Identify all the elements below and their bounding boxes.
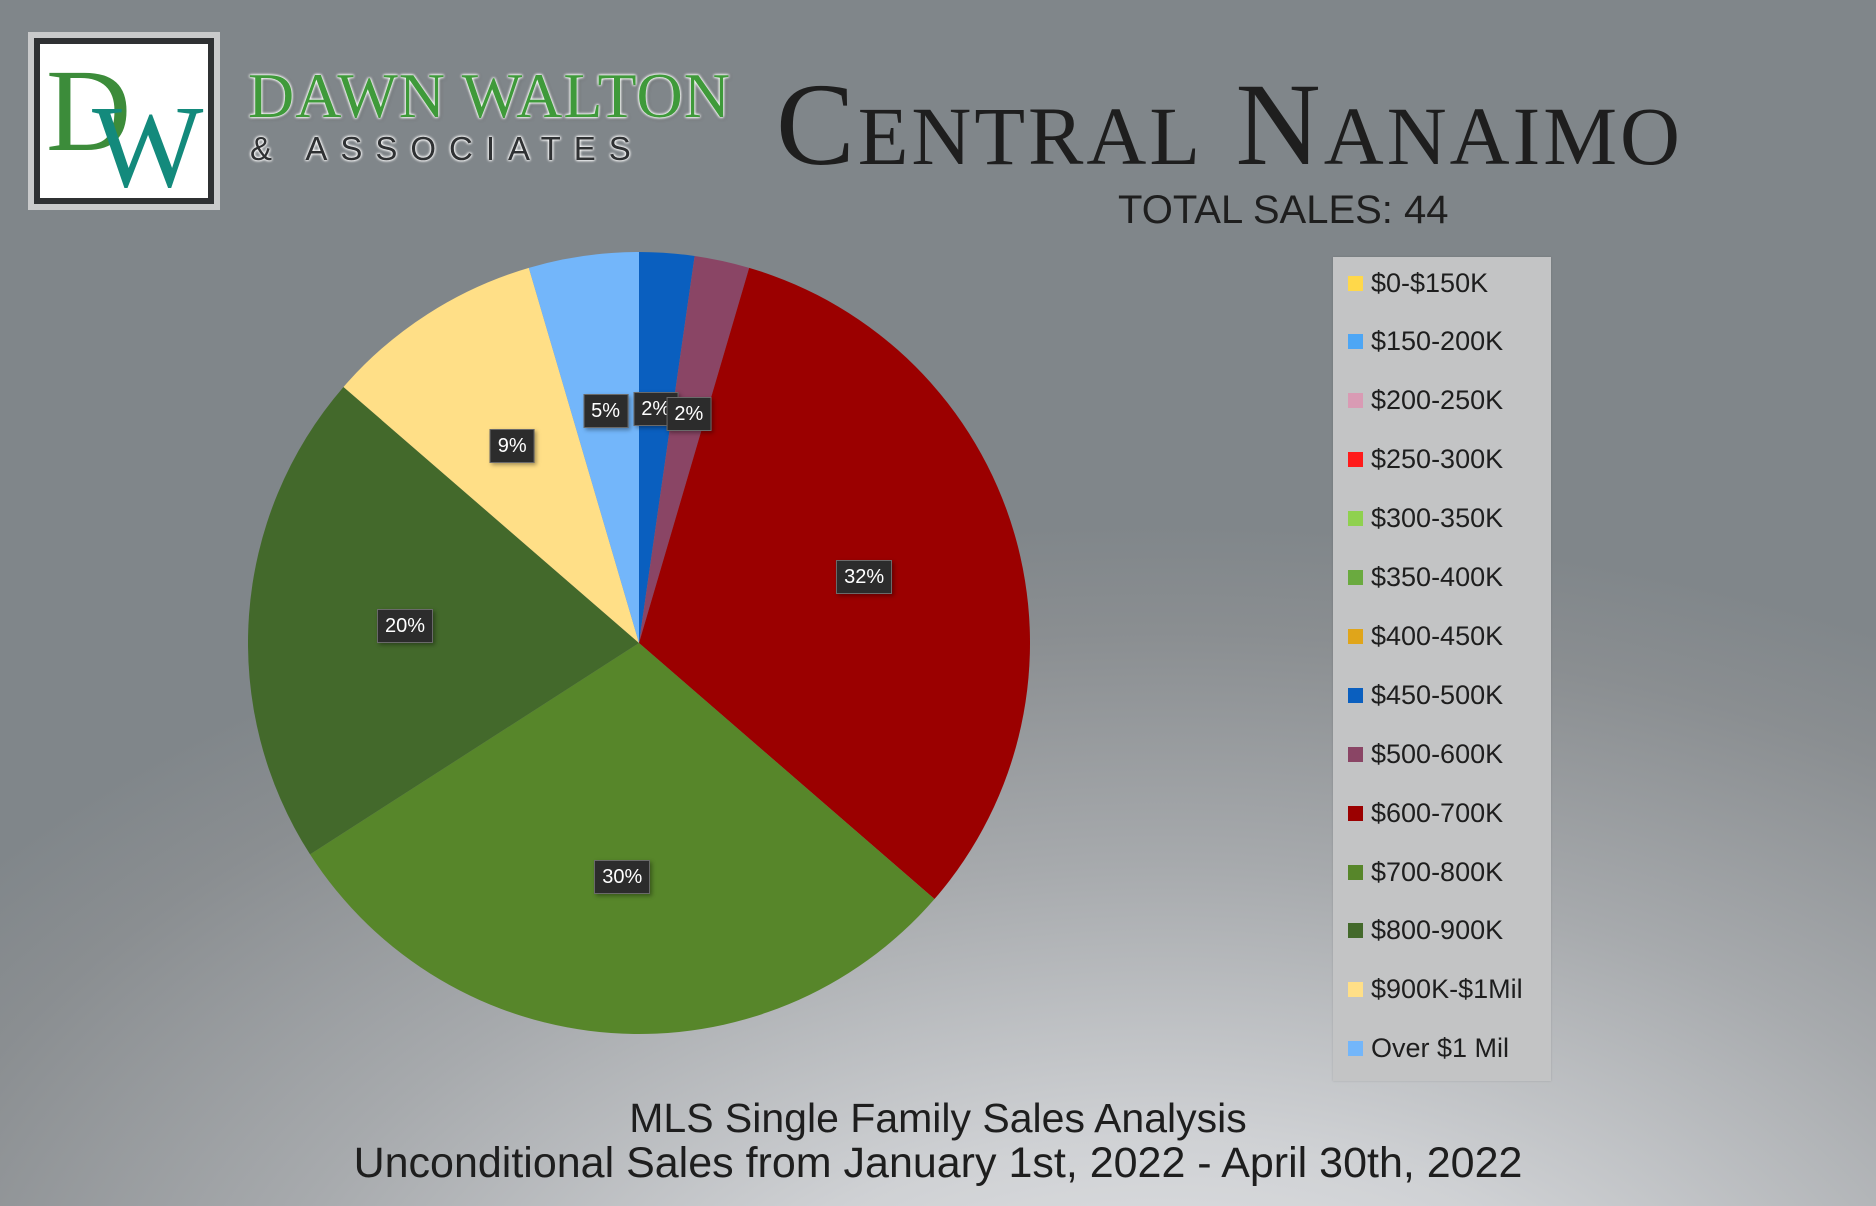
logo-letter-w: W <box>92 81 204 212</box>
brand-name: DAWN WALTON <box>248 60 731 131</box>
data-label-over-1-mil: 5% <box>583 393 629 428</box>
logo-frame: D W <box>34 38 214 212</box>
legend-label: $700-800K <box>1371 856 1504 887</box>
legend-label: $500-600K <box>1371 738 1504 769</box>
total-sales: TOTAL SALES: 44 <box>1118 188 1449 232</box>
footer-title: MLS Single Family Sales Analysis <box>629 1095 1247 1141</box>
legend-label: $900K-$1Mil <box>1371 974 1523 1005</box>
legend-swatch <box>1348 923 1363 939</box>
pie-slice-450-500k <box>639 252 695 643</box>
legend-swatch <box>1348 334 1363 350</box>
legend-item-400-450k: $400-450K <box>1348 621 1503 651</box>
logo-letter-d: D <box>46 45 132 176</box>
page-title: Central Nanaimo <box>776 59 1683 190</box>
legend-swatch <box>1348 864 1363 880</box>
legend-swatch <box>1348 570 1363 585</box>
footer-date-range: Unconditional Sales from January 1st, 20… <box>353 1139 1523 1187</box>
legend-label: $200-250K <box>1371 385 1504 416</box>
legend-item-600-700k: $600-700K <box>1348 798 1503 828</box>
legend-label: $450-500K <box>1371 679 1504 710</box>
legend-item-350-400k: $350-400K <box>1348 563 1503 593</box>
brand-subtitle: & ASSOCIATES <box>250 130 644 167</box>
legend-swatch <box>1348 982 1363 998</box>
legend-item-800-900k: $800-900K <box>1348 916 1503 946</box>
legend-label: $400-450K <box>1371 620 1504 651</box>
pie-slice-800-900k <box>248 386 639 855</box>
legend-label: $350-400K <box>1371 562 1504 592</box>
legend-swatch <box>1348 511 1363 527</box>
legend-label: $150-200K <box>1371 326 1504 357</box>
pie-slice-over-1-mil <box>528 252 639 643</box>
legend-swatch <box>1348 746 1363 762</box>
data-label-800-900k: 20% <box>376 609 433 644</box>
legend-item-250-300k: $250-300K <box>1348 445 1503 475</box>
data-label-700-800k: 30% <box>594 860 651 894</box>
legend-swatch <box>1348 275 1363 291</box>
pie-slice-600-700k <box>639 267 1030 900</box>
legend-item-500-600k: $500-600K <box>1348 739 1503 769</box>
data-label-600-700k: 32% <box>836 559 893 594</box>
data-label-500-600k: 2% <box>666 396 712 431</box>
legend-swatch <box>1348 452 1363 468</box>
legend-item-450-500k: $450-500K <box>1348 680 1503 710</box>
pie-slice-700-800k <box>310 643 935 1034</box>
data-label-900k-1mil: 9% <box>489 428 535 463</box>
logo: D W <box>28 32 220 210</box>
legend-item-700-800k: $700-800K <box>1348 857 1503 887</box>
legend-label: $600-700K <box>1371 797 1504 828</box>
legend-item-900k-1mil: $900K-$1Mil <box>1348 975 1523 1005</box>
legend-label: $0-$150K <box>1371 267 1489 298</box>
legend-label: $300-350K <box>1371 503 1504 534</box>
legend-label: $800-900K <box>1371 915 1504 946</box>
legend-item-150-200k: $150-200K <box>1348 327 1503 357</box>
legend-swatch <box>1348 1041 1363 1057</box>
legend-swatch <box>1348 628 1363 644</box>
legend-item-0-150k: $0-$150K <box>1348 268 1488 298</box>
legend-label: Over $1 Mil <box>1371 1033 1510 1064</box>
legend-item-300-350k: $300-350K <box>1348 504 1503 534</box>
legend: $0-$150K $150-200K $200-250K $250-300K $300-… <box>1333 257 1551 1081</box>
legend-item-200-250k: $200-250K <box>1348 386 1503 416</box>
pie-slice-500-600k <box>639 255 750 644</box>
legend-item-over-1-mil: Over $1 Mil <box>1348 1034 1509 1064</box>
legend-swatch <box>1348 393 1363 409</box>
legend-label: $250-300K <box>1371 444 1504 475</box>
legend-swatch <box>1348 805 1363 821</box>
legend-swatch <box>1348 687 1363 703</box>
